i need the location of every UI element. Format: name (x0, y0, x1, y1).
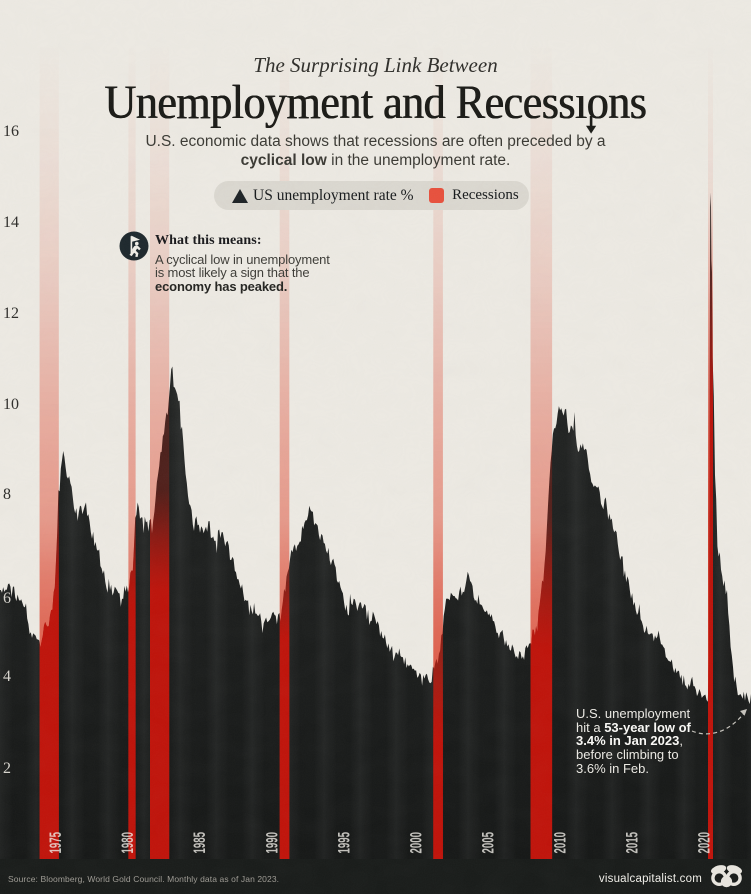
svg-text:2010: 2010 (551, 832, 569, 854)
svg-text:1980: 1980 (119, 832, 137, 854)
svg-text:1995: 1995 (335, 832, 353, 854)
svg-text:2005: 2005 (479, 832, 497, 854)
svg-text:2000: 2000 (407, 832, 425, 854)
svg-text:1975: 1975 (47, 832, 65, 854)
svg-text:1985: 1985 (191, 832, 209, 854)
svg-text:2020: 2020 (695, 832, 713, 854)
svg-text:2015: 2015 (623, 832, 641, 854)
svg-text:1990: 1990 (263, 832, 281, 854)
